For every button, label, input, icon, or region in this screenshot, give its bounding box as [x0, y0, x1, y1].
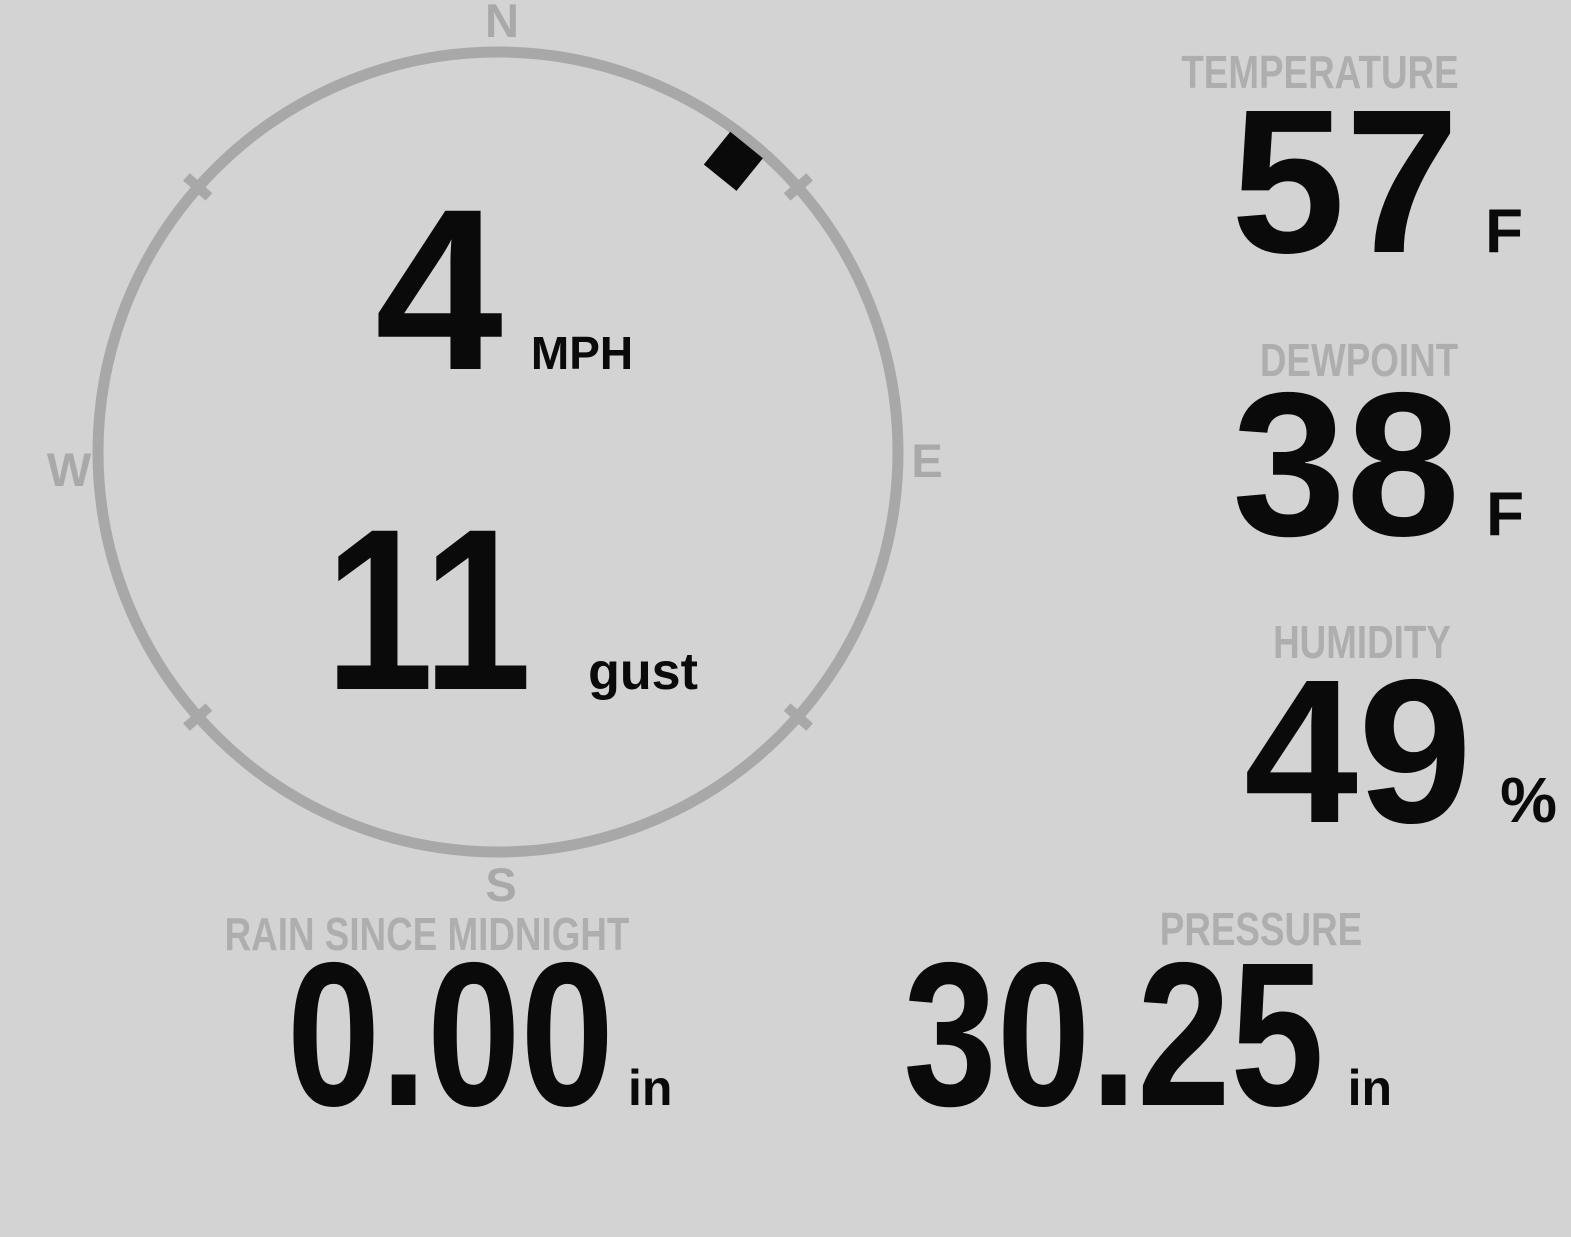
humidity-row: 49 %: [1244, 649, 1557, 854]
cardinal-south: S: [485, 858, 517, 911]
wind-speed-value: 4: [375, 161, 503, 418]
rain-value: 0.00: [286, 920, 614, 1149]
compass-tick-ne: [783, 173, 813, 201]
compass-tick-sw: [183, 703, 213, 731]
pressure-row: 30.25 in: [811, 932, 1392, 1137]
wind-speed-row: 4 MPH: [375, 175, 633, 405]
compass-tick-se: [783, 703, 813, 731]
rain-label: RAIN SINCE MIDNIGHT: [224, 908, 630, 960]
pressure-label: PRESSURE: [1159, 903, 1363, 955]
dewpoint-value: 38: [1232, 350, 1461, 579]
pressure-unit: in: [1347, 1060, 1392, 1116]
compass-ring: [92, 46, 904, 858]
wind-direction-diamond-icon: [703, 131, 763, 191]
dewpoint-unit: F: [1486, 480, 1524, 549]
humidity-value: 49: [1244, 637, 1473, 866]
cardinal-east: E: [911, 434, 943, 487]
pressure-value: 30.25: [902, 920, 1324, 1149]
temperature-label: TEMPERATURE: [1181, 46, 1459, 98]
compass-tick-nw: [183, 173, 213, 201]
humidity-label: HUMIDITY: [1273, 616, 1451, 668]
temperature-unit: F: [1485, 197, 1523, 266]
rain-row: 0.00 in: [215, 920, 673, 1149]
cardinal-north: N: [485, 0, 519, 47]
wind-compass: [92, 46, 904, 858]
rain-unit: in: [628, 1060, 673, 1116]
temperature-value: 57: [1231, 67, 1460, 296]
wind-gust-value: 11: [325, 481, 532, 738]
wind-gust-row: 11 gust: [325, 495, 698, 725]
temperature-row: 57 F: [1231, 79, 1523, 284]
cardinal-west: W: [46, 443, 92, 496]
wind-speed-unit: MPH: [530, 327, 634, 379]
wind-direction-marker: [703, 131, 763, 191]
dewpoint-row: 38 F: [1232, 362, 1524, 567]
wind-gust-unit: gust: [588, 643, 698, 701]
humidity-unit: %: [1500, 764, 1557, 836]
dewpoint-label: DEWPOINT: [1259, 334, 1459, 386]
